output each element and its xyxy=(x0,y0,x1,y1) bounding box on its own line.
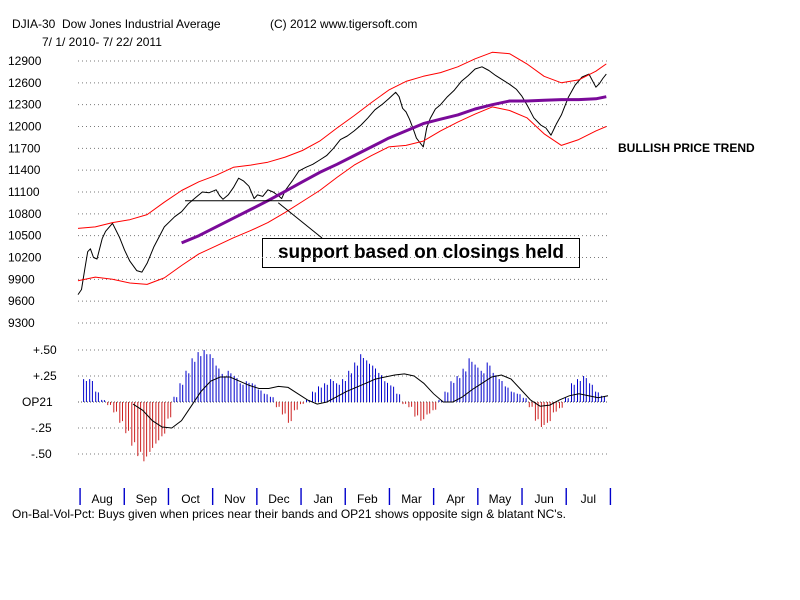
month-label: Mar xyxy=(401,492,422,506)
price-y-axis: 12900 12600 12300 12000 11700 11400 11100 10800… xyxy=(8,54,42,330)
month-label: Sep xyxy=(136,492,158,506)
price-y-tick-label: 10200 xyxy=(8,251,42,265)
price-y-tick-label: 10800 xyxy=(8,207,42,221)
osc-y-tick-label: +.25 xyxy=(33,369,57,383)
chart-title: Dow Jones Industrial Average xyxy=(62,17,221,31)
price-y-tick-label: 12000 xyxy=(8,120,42,134)
price-y-tick-label: 9600 xyxy=(8,294,35,308)
support-pointer xyxy=(277,202,323,239)
copyright-text: (C) 2012 www.tigersoft.com xyxy=(270,17,418,31)
price-grid xyxy=(78,60,608,324)
date-range: 7/ 1/ 2010- 7/ 22/ 2011 xyxy=(42,35,162,49)
month-label: Nov xyxy=(224,492,245,506)
oscillator-y-axis: +.50 +.25 OP21 -.25 -.50 xyxy=(22,343,57,461)
moving-average-line xyxy=(181,95,607,245)
price-y-tick-label: 11100 xyxy=(8,185,40,199)
month-axis: Aug Sep Oct Nov Dec Jan Feb Mar Apr May Jun Jul xyxy=(79,488,612,506)
price-y-tick-label: 12600 xyxy=(8,76,42,90)
lower-band-line xyxy=(77,106,607,285)
price-y-tick-label: 9300 xyxy=(8,316,35,330)
month-label: Oct xyxy=(181,492,200,506)
price-y-tick-label: 10500 xyxy=(8,229,42,243)
month-label: Jul xyxy=(581,492,596,506)
price-y-tick-label: 9900 xyxy=(8,272,35,286)
osc-y-tick-label: -.50 xyxy=(31,447,52,461)
trend-label: BULLISH PRICE TREND xyxy=(618,141,755,155)
price-y-tick-label: 12900 xyxy=(8,54,42,68)
support-annotation: support based on closings held xyxy=(262,238,580,268)
upper-band-line xyxy=(77,51,607,229)
op21-oscillator-line xyxy=(132,373,609,429)
oscillator-bars xyxy=(83,350,605,462)
month-label: Dec xyxy=(268,492,289,506)
price-y-tick-label: 11700 xyxy=(8,141,41,155)
support-annotation-lines xyxy=(185,200,323,239)
chart-ticker: DJIA-30 xyxy=(12,17,56,31)
osc-y-tick-label: +.50 xyxy=(33,343,57,357)
price-y-tick-label: 12300 xyxy=(8,98,42,112)
price-series-group xyxy=(77,51,607,295)
djia-price-line xyxy=(77,66,607,295)
osc-y-tick-label: OP21 xyxy=(22,395,53,409)
month-label: Aug xyxy=(91,492,112,506)
osc-y-tick-label: -.25 xyxy=(31,421,52,435)
month-label: Feb xyxy=(357,492,378,506)
price-y-tick-label: 11400 xyxy=(8,163,41,177)
month-label: Jun xyxy=(534,492,553,506)
footer-note: On-Bal-Vol-Pct: Buys given when prices n… xyxy=(12,507,566,521)
month-label: Jan xyxy=(313,492,332,506)
month-label: Apr xyxy=(446,492,465,506)
oscillator-line-group xyxy=(132,373,609,429)
month-label: May xyxy=(489,492,512,506)
